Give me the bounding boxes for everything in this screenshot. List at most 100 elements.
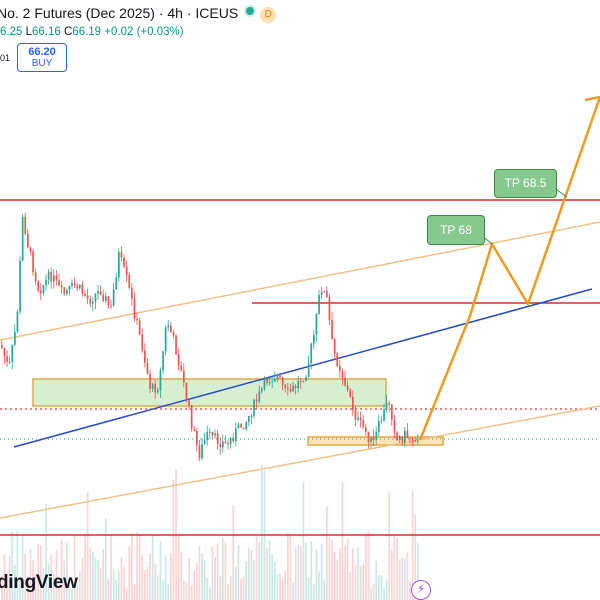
volume-bar [63,560,66,600]
volume-bar [40,545,42,600]
volume-bar [115,580,118,600]
candle-body [47,271,50,280]
trend-line-blue[interactable] [13,288,593,448]
volume-bar [29,549,32,600]
candle-body [146,362,149,374]
volume-bar [250,550,253,600]
volume-bar [313,584,315,600]
candle-body [224,441,227,443]
candle-body [297,381,300,389]
volume-bar [68,584,71,600]
volume-bar [110,535,112,600]
volume-bar [45,503,47,600]
volume-bar [125,588,128,600]
candle-body [128,274,131,288]
volume-bar [391,549,393,600]
buy-button[interactable]: 66.20 BUY [17,43,67,72]
ohlc-readout: 6.25 L66.16 C66.19 +0.02 (+0.03%) [0,26,184,38]
candle-body [333,339,336,354]
candle-body [380,420,383,422]
projection-path[interactable] [418,96,600,441]
candle-body [276,374,279,380]
volume-bar [401,557,404,600]
candle-body [370,437,372,442]
volume-bar [3,554,6,600]
candle-body [404,430,406,443]
volume-bar [138,534,141,600]
volume-bar [92,551,94,600]
candle-body [372,437,375,441]
candle-body [162,351,164,371]
volume-bar [237,545,240,600]
candle-body [24,216,27,234]
volume-bar [268,541,271,600]
candle-body [112,289,115,306]
volume-bar [58,587,60,600]
volume-bar [294,547,297,600]
candle-body [167,325,170,328]
candle-body [172,332,175,336]
channel-upper-line[interactable] [0,221,600,341]
volume-bar [107,578,110,600]
delay-badge: D [260,7,277,23]
candle-body [198,445,201,459]
volume-bar [380,575,383,600]
candle-body [27,233,29,248]
volume-bar [123,566,125,600]
volume-bar [177,535,180,600]
candle-body [253,399,255,417]
volume-bar [248,547,250,600]
candle-body [55,275,58,281]
volume-bar [185,582,188,600]
candle-body [133,298,136,319]
candle-body [37,281,40,291]
candle-body [284,384,287,388]
volume-bar [354,564,357,600]
demand-zone[interactable] [32,378,387,407]
candle-body [352,396,354,411]
candle-body [73,283,76,286]
volume-bar [406,552,409,600]
candle-body [183,370,185,383]
candle-body [175,335,177,355]
candle-body [336,353,339,367]
candle-body [99,291,102,295]
candle-body [14,331,16,345]
candle-body [50,271,53,282]
volume-bar [141,554,144,600]
candle-body [367,431,370,442]
volume-bar [367,531,370,600]
tp-label-68-5[interactable]: TP 68.5 [494,169,557,198]
candle-body [331,319,333,340]
volume-bar [398,559,401,600]
candle-body [84,293,86,296]
candle-body [94,293,97,302]
candle-body [287,387,289,389]
volume-bar [300,546,302,600]
candle-body [120,252,123,258]
volume-bar [396,537,398,600]
volume-bar [307,577,310,600]
candle-body [154,383,157,393]
volume-bar [76,585,79,600]
volume-bar [258,542,261,600]
volume-bar [362,563,365,600]
volume-bar [164,555,167,600]
channel-lower-line[interactable] [0,405,600,519]
candle-body [201,444,203,459]
volume-bar [357,547,359,600]
volume-bar [297,544,300,600]
volume-bar [105,518,107,600]
flash-icon[interactable]: ⚡ [411,580,431,600]
symbol-title[interactable]: No. 2 Futures (Dec 2025) · 4h · ICEUS [0,5,239,21]
candle-body [240,423,242,428]
volume-bar [170,552,172,600]
candles [1,212,419,462]
volume-bar [352,548,354,600]
candle-body [86,295,89,299]
candle-body [227,442,229,445]
volume-bar [27,576,29,600]
tp-label-68[interactable]: TP 68 [427,215,485,245]
volume-bar [16,530,19,600]
